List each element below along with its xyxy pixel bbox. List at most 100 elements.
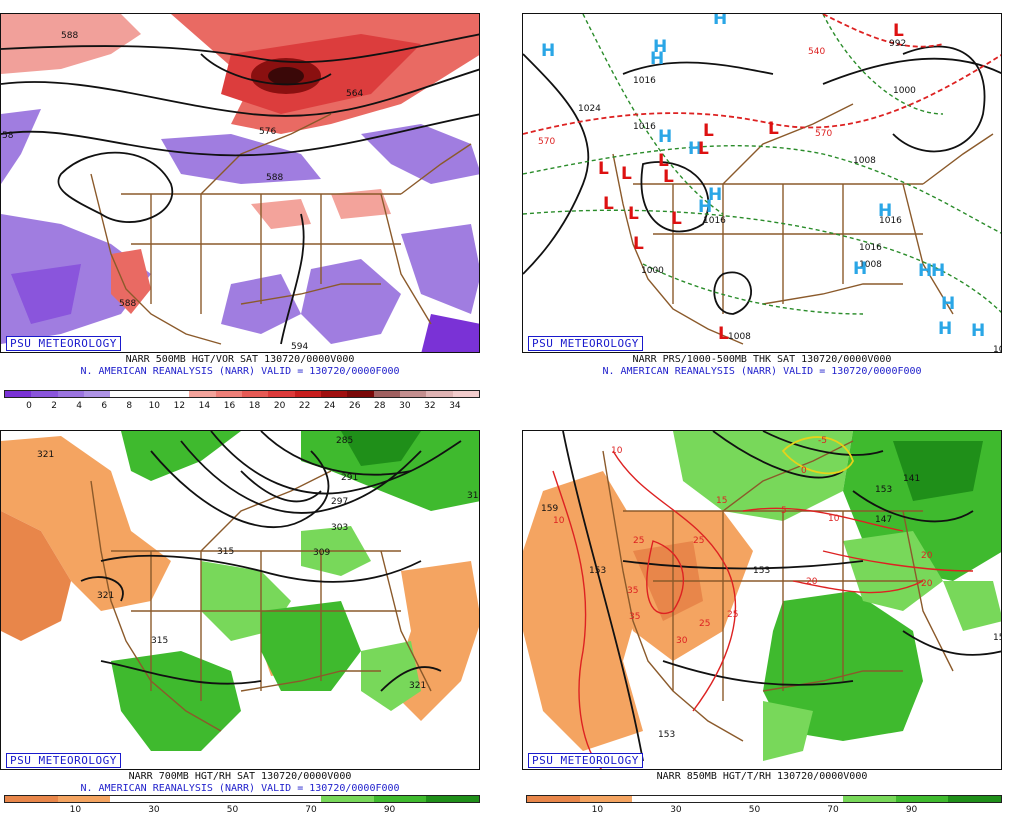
isobar-label: 992 [889,39,906,49]
colorbar-segment [685,796,738,802]
colorbar-segment [110,796,164,802]
colorbar-segment [241,391,269,397]
contour-label: 588 [119,299,136,309]
map-pressure-thickness: 1016 1024 1016 1016 1000 1008 1008 1000 … [522,13,1002,353]
panel-500mb-vorticity: 588 564 576 588 588 594 58 PSU METEOROLO… [0,13,480,411]
colorbar-tick-label: 90 [905,805,918,815]
isobar-label: 1000 [893,86,916,96]
map-svg-500mb: 588 564 576 588 588 594 58 [1,14,479,352]
map-svg-700mb: 321 285 291 297 303 309 315 316 321 321 … [1,431,479,769]
svg-text:H: H [918,261,932,281]
svg-text:L: L [663,167,674,187]
height-label: 159 [541,504,558,514]
colorbar-segment [5,796,58,802]
colorbar-ticks: 10 30 50 70 90 [526,805,1002,817]
colorbar-tick-label: 12 [173,401,186,411]
temp-label: -5 [818,436,827,446]
colorbar-segment [426,796,480,802]
colorbar-segment [31,391,58,397]
colorbar-tick-label: 10 [69,805,82,815]
colorbar-segment [136,391,163,397]
colorbar-segment [57,391,84,397]
temp-label: 35 [629,612,640,622]
contour-label: 303 [331,523,348,533]
isobar-label: 1008 [728,332,751,342]
svg-text:H: H [658,127,672,147]
temp-label: 10 [611,446,623,456]
colorbar-segment [162,391,190,397]
contour-label: 588 [266,173,283,183]
colorbar-segment [321,796,374,802]
height-label: 147 [875,515,892,525]
colorbar-segment [83,391,111,397]
contour-label: 321 [37,450,54,460]
colorbar-segment [452,391,479,397]
colorbar-segment [215,796,269,802]
isobar-label: 1000 [641,266,664,276]
colorbar-segment [294,391,321,397]
colorbar-tick-label: 14 [198,401,211,411]
colorbar-segment [843,796,896,802]
map-500mb: 588 564 576 588 588 594 58 PSU METEOROLO… [0,13,480,353]
colorbar-tick-label: 50 [226,805,239,815]
temp-label: 20 [806,577,818,587]
contour-label: 321 [409,681,426,691]
panel-subtitle: N. AMERICAN REANALYSIS (NARR) VALID = 13… [80,366,400,377]
map-svg-pressure: 1016 1024 1016 1016 1000 1008 1008 1000 … [523,14,1001,352]
contour-label: 58 [2,131,14,141]
svg-text:H: H [878,201,892,221]
psu-branding: PSU METEOROLOGY [6,336,121,351]
psu-branding: PSU METEOROLOGY [528,753,643,768]
contour-label: 594 [291,342,308,352]
svg-text:H: H [688,139,702,159]
isobar-label: 1008 [859,260,882,270]
contour-label: 321 [97,591,114,601]
colorbar-rh-850 [526,795,1002,803]
svg-text:H: H [708,185,722,205]
colorbar-segment [320,391,348,397]
contour-label: 564 [346,89,363,99]
isobar-label: 1008 [853,156,876,166]
contour-label: 588 [61,31,78,41]
panel-title: NARR 700MB HGT/RH SAT 130720/0000V000 [128,771,352,782]
panel-title: NARR PRS/1000-500MB THK SAT 130720/0000V… [632,354,892,365]
temp-label: 15 [716,496,727,506]
svg-text:L: L [621,164,632,184]
svg-text:L: L [703,121,714,141]
colorbar-tick-label: 70 [305,805,317,815]
map-700mb: 321 285 291 297 303 309 315 316 321 321 … [0,430,480,770]
psu-branding: PSU METEOROLOGY [528,336,643,351]
isobar-label: 1016 [633,122,656,132]
temp-label: 10 [828,514,840,524]
svg-text:L: L [633,234,644,254]
panel-subtitle: N. AMERICAN REANALYSIS (NARR) VALID = 13… [80,783,400,794]
panel-pressure-thickness: 1016 1024 1016 1016 1000 1008 1008 1000 … [522,13,1002,408]
svg-text:H: H [938,319,952,339]
colorbar-tick-label: 16 [223,401,236,411]
contour-label: 309 [313,548,330,558]
svg-text:L: L [698,139,709,159]
svg-text:L: L [718,324,729,344]
temp-label: 20 [921,579,933,589]
colorbar-segment [189,391,216,397]
colorbar-segment [347,391,374,397]
height-label: 153 [658,730,675,740]
colorbar-segment [790,796,844,802]
colorbar-segment [895,796,949,802]
panel-title: NARR 850MB HGT/T/RH 130720/0000V000 [656,771,868,782]
isobar-label: 1024 [578,104,601,114]
colorbar-tick-label: 20 [273,401,286,411]
thickness-label: 570 [538,137,555,147]
colorbar-segment [373,796,427,802]
colorbar-segment [5,391,32,397]
svg-text:L: L [603,194,614,214]
contour-label: 297 [331,497,348,507]
colorbar-segment [215,391,242,397]
colorbar-tick-label: 70 [827,805,839,815]
panel-850mb-temp-rh: 159 153 153 159 153 147 141 153 10 10 10… [522,430,1002,825]
svg-text:L: L [628,204,639,224]
panel-subtitle: N. AMERICAN REANALYSIS (NARR) VALID = 13… [602,366,922,377]
temp-label: 35 [627,586,638,596]
temp-label: 25 [699,619,710,629]
temp-label: 10 [553,516,565,526]
